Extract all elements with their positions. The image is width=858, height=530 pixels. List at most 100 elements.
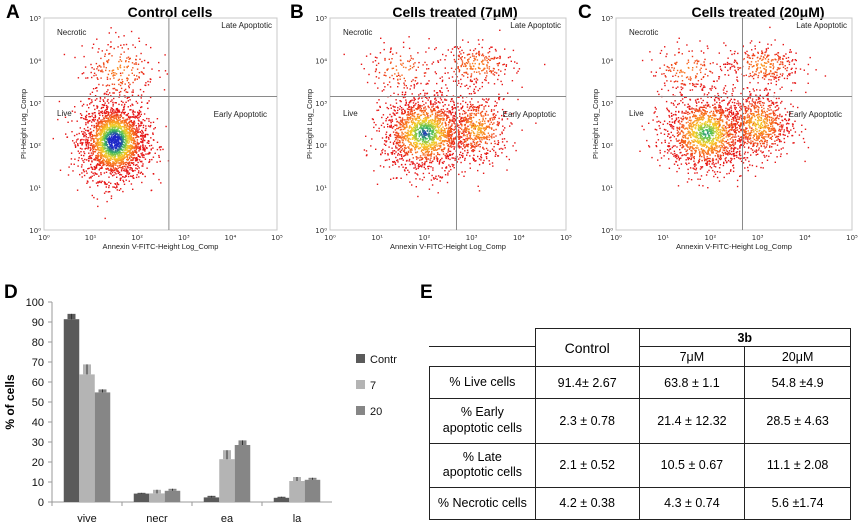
cell-event bbox=[477, 145, 479, 147]
cell-event bbox=[483, 159, 485, 162]
cell-event bbox=[118, 134, 120, 136]
cell-event bbox=[421, 157, 423, 159]
cell-event bbox=[164, 70, 167, 72]
cell-event bbox=[488, 126, 490, 129]
cell-event bbox=[95, 142, 97, 144]
cell-event bbox=[475, 77, 478, 80]
cell-event bbox=[127, 140, 129, 143]
cell-event bbox=[67, 174, 70, 176]
cell-event bbox=[380, 124, 383, 127]
cell-event bbox=[137, 94, 140, 97]
cell-event bbox=[390, 61, 392, 63]
cell-event bbox=[123, 144, 125, 146]
cell-event bbox=[503, 63, 505, 65]
cell-event bbox=[111, 169, 114, 171]
cell-event bbox=[459, 51, 461, 53]
cell-event bbox=[141, 156, 144, 158]
cell-event bbox=[130, 149, 132, 151]
cell-event bbox=[435, 129, 438, 132]
cell-event bbox=[127, 48, 129, 50]
cell-event bbox=[134, 164, 137, 166]
cell-event bbox=[108, 162, 110, 164]
cell-event bbox=[127, 138, 129, 140]
cell-event bbox=[383, 166, 385, 168]
cell-event bbox=[442, 108, 444, 111]
cell-event bbox=[112, 166, 114, 168]
cell-event bbox=[401, 155, 403, 157]
cell-event bbox=[92, 172, 94, 174]
cell-event bbox=[494, 155, 496, 157]
cell-event bbox=[414, 145, 417, 148]
cell-event bbox=[122, 146, 124, 148]
cell-event bbox=[442, 143, 444, 145]
cell-event bbox=[427, 165, 429, 168]
cell-event bbox=[460, 117, 462, 119]
cell-event bbox=[450, 142, 452, 144]
cell-event bbox=[377, 62, 380, 65]
cell-event bbox=[422, 154, 424, 156]
cell-event bbox=[409, 118, 411, 120]
cell-event bbox=[463, 65, 465, 67]
cell-event bbox=[486, 142, 488, 145]
cell-event bbox=[133, 131, 135, 133]
cell-event bbox=[399, 116, 401, 119]
cell-event bbox=[93, 139, 95, 141]
cell-event bbox=[480, 129, 482, 132]
cell-event bbox=[399, 150, 401, 153]
cell-event bbox=[113, 162, 115, 164]
cell-event bbox=[493, 149, 495, 152]
cell-event bbox=[487, 58, 490, 60]
cell-event bbox=[399, 122, 401, 124]
cell-event bbox=[117, 138, 119, 141]
cell-event bbox=[136, 68, 139, 70]
cell-event bbox=[94, 115, 97, 118]
cell-event bbox=[116, 185, 118, 187]
cell-event bbox=[410, 151, 412, 153]
cell-event bbox=[101, 128, 104, 130]
cell-event bbox=[413, 128, 415, 131]
cell-event bbox=[461, 136, 463, 138]
cell-event bbox=[99, 132, 101, 135]
cell-event bbox=[99, 167, 101, 170]
cell-event bbox=[116, 140, 118, 142]
cell-event bbox=[144, 84, 146, 86]
cell-event bbox=[478, 124, 481, 127]
cell-event bbox=[443, 160, 445, 163]
cell-event bbox=[397, 109, 399, 112]
cell-event bbox=[94, 116, 96, 119]
cell-event bbox=[414, 166, 417, 168]
cell-event bbox=[113, 92, 115, 94]
cell-event bbox=[483, 115, 485, 117]
cell-event bbox=[93, 147, 96, 149]
cell-event bbox=[477, 141, 479, 143]
cell-event bbox=[141, 154, 144, 156]
cell-event bbox=[453, 138, 455, 140]
cell-event bbox=[453, 70, 455, 73]
cell-event bbox=[412, 138, 414, 140]
cell-event bbox=[112, 92, 114, 94]
cell-event bbox=[471, 143, 473, 145]
cell-event bbox=[98, 110, 100, 112]
cell-event bbox=[426, 64, 428, 66]
cell-event bbox=[497, 57, 499, 59]
cell-event bbox=[409, 126, 411, 128]
cell-event bbox=[474, 68, 477, 70]
cell-event bbox=[112, 186, 114, 188]
cell-event bbox=[146, 147, 148, 150]
cell-event bbox=[461, 171, 463, 173]
cell-event bbox=[469, 162, 471, 165]
cell-event bbox=[86, 104, 88, 106]
cell-event bbox=[139, 131, 141, 133]
cell-event bbox=[360, 63, 363, 65]
cell-event bbox=[470, 109, 472, 111]
cell-event bbox=[119, 94, 121, 96]
cell-event bbox=[133, 148, 135, 150]
cell-event bbox=[120, 169, 123, 171]
x-tick-label: 10³ bbox=[178, 234, 190, 242]
cell-event bbox=[125, 175, 127, 177]
cell-event bbox=[396, 177, 398, 179]
cell-event bbox=[417, 107, 419, 109]
cell-event bbox=[481, 70, 483, 72]
cell-event bbox=[422, 64, 424, 66]
